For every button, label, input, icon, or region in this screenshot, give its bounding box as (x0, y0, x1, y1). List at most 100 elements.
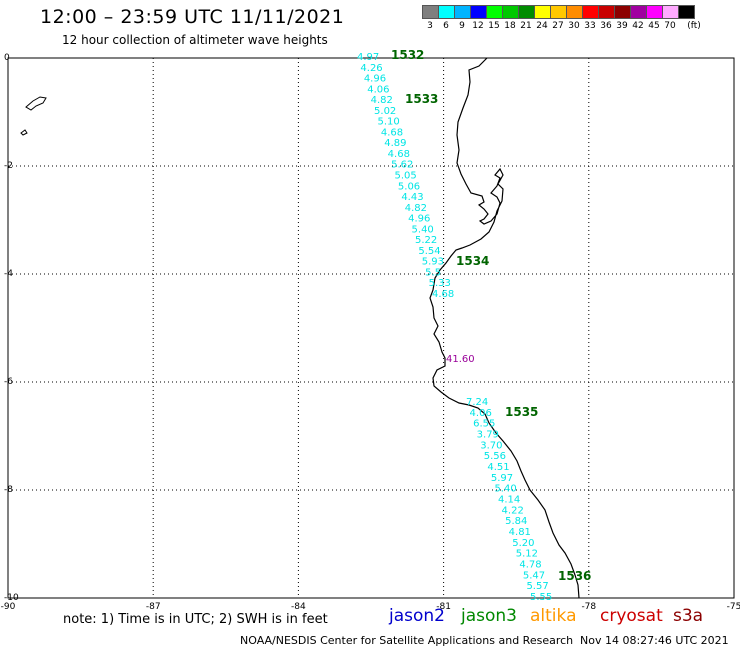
swh-scale-swatch (646, 5, 663, 19)
y-tick-label: -4 (4, 269, 13, 279)
swh-value-label: 4.82 (371, 95, 393, 106)
swh-scale-swatch (566, 5, 583, 19)
swh-value-label: 4.97 (357, 52, 379, 63)
coastline (429, 57, 580, 599)
swh-value-label: 5.93 (422, 257, 444, 268)
x-tick-label: -84 (291, 602, 306, 612)
y-tick-label: 0 (4, 53, 10, 63)
swh-value-label: 6.55 (473, 419, 495, 430)
credit-line: NOAA/NESDIS Center for Satellite Applica… (240, 634, 574, 647)
swh-value-label: 5.40 (412, 224, 434, 235)
swh-track-descending: 4.974.264.964.064.825.025.104.684.894.68… (357, 52, 454, 300)
swh-value-label: 4.06 (470, 408, 492, 419)
swh-scale-label: 21 (520, 21, 532, 31)
swh-value-label: 5.40 (494, 484, 516, 495)
swh-scale-swatch (534, 5, 551, 19)
swh-value-label: 5.56 (484, 451, 506, 462)
swh-scale-labels: 3 6 9 12 15 18 21 24 27 30 33 36 39 42 45 70 (ft) (422, 21, 740, 33)
swh-value-label: 5.55 (530, 592, 552, 603)
swh-value-label: 5.06 (398, 181, 420, 192)
y-tick-label: -8 (4, 485, 13, 495)
swh-scale-swatch (486, 5, 503, 19)
swh-value-label: 4.89 (384, 138, 406, 149)
x-tick-label: -75 (727, 602, 740, 612)
galapagos-island-large (25, 96, 47, 111)
swh-value-label: 5.20 (512, 538, 534, 549)
swh-scale-swatch (630, 5, 647, 19)
x-tick-label: -87 (146, 602, 161, 612)
galapagos-island-small (20, 129, 28, 136)
satellite-legend-cryosat: cryosat (600, 606, 663, 626)
x-tick-label: -90 (1, 602, 16, 612)
swh-value-label: 4.96 (364, 74, 386, 85)
swh-value-label: 5.02 (374, 106, 396, 117)
swh-scale-swatch (598, 5, 615, 19)
swh-value-label: 4.26 (360, 63, 382, 74)
swh-scale-swatch (422, 5, 439, 19)
swh-value-label: 3.79 (477, 430, 499, 441)
swh-scale-swatch (438, 5, 455, 19)
swh-scale-label: 6 (443, 21, 449, 31)
swh-scale-label: 15 (488, 21, 500, 31)
swh-value-label: 4.68 (432, 289, 454, 300)
swh-scale-swatch (582, 5, 599, 19)
swh-outlier-label: 41.60 (446, 354, 475, 365)
swh-scale-label: 3 (427, 21, 433, 31)
swh-scale-label: 36 (600, 21, 612, 31)
swh-value-label: 7.24 (466, 397, 488, 408)
y-tick-label: -10 (4, 593, 19, 603)
swh-scale-label: 42 (632, 21, 644, 31)
swh-value-label: 4.96 (408, 214, 430, 225)
swh-value-label: 3.70 (480, 440, 502, 451)
pass-number-label: 1533 (405, 92, 438, 106)
swh-value-label: 4.14 (498, 495, 520, 506)
swh-value-label: 5.62 (391, 160, 413, 171)
swh-scale-label: 30 (568, 21, 580, 31)
swh-value-label: 5.10 (377, 117, 399, 128)
swh-scale-label: 33 (584, 21, 596, 31)
swh-scale-label: 18 (504, 21, 516, 31)
swh-value-label: 5.54 (418, 246, 440, 257)
tick-labels: -90 -87 -84 -81 -78 -75 0 -2 -4 -6 -8 -10 (1, 53, 740, 612)
swh-value-label: 5.57 (526, 581, 548, 592)
swh-scale-swatch (550, 5, 567, 19)
chart-subtitle: 12 hour collection of altimeter wave hei… (62, 33, 328, 47)
x-tick-label: -78 (581, 602, 596, 612)
swh-value-label: 4.68 (388, 149, 410, 160)
swh-scale-label: 45 (648, 21, 660, 31)
generation-timestamp: Nov 14 08:27:46 UTC 2021 (580, 634, 729, 647)
pass-numbers: 1532 1533 1534 1535 1536 (391, 48, 591, 583)
footer-note: note: 1) Time is in UTC; 2) SWH is in fe… (63, 612, 328, 627)
swh-scale-swatch (614, 5, 631, 19)
swh-scale-swatch (518, 5, 535, 19)
swh-scale-swatch (454, 5, 471, 19)
y-tick-label: -6 (4, 377, 13, 387)
swh-scale-label: (ft) (687, 21, 701, 31)
swh-scale-swatch (470, 5, 487, 19)
swh-value-label: 4.81 (509, 527, 531, 538)
swh-color-scale (422, 5, 695, 19)
swh-value-label: 4.06 (367, 84, 389, 95)
swh-value-label: 5.12 (516, 549, 538, 560)
swh-value-label: 4.78 (519, 560, 541, 571)
swh-scale-label: 9 (459, 21, 465, 31)
grid-lines (8, 58, 734, 598)
swh-value-label: 4.82 (405, 203, 427, 214)
swh-scale-label: 39 (616, 21, 628, 31)
pass-number-label: 1534 (456, 254, 489, 268)
swh-value-label: 4.22 (502, 505, 524, 516)
swh-value-label: 5.05 (395, 171, 417, 182)
swh-value-label: 5.33 (429, 278, 451, 289)
y-tick-label: -2 (4, 161, 13, 171)
swh-scale-label: 12 (472, 21, 484, 31)
swh-value-label: 5.47 (523, 570, 545, 581)
pass-number-label: 1532 (391, 48, 424, 62)
swh-scale-label: 24 (536, 21, 548, 31)
satellite-legend-jason2: jason2 (389, 606, 445, 626)
swh-value-label: 5.5 (425, 267, 441, 278)
swh-scale-swatch (662, 5, 679, 19)
pass-number-label: 1535 (505, 405, 538, 419)
swh-value-label: 4.51 (487, 462, 509, 473)
map-frame (7, 57, 735, 599)
